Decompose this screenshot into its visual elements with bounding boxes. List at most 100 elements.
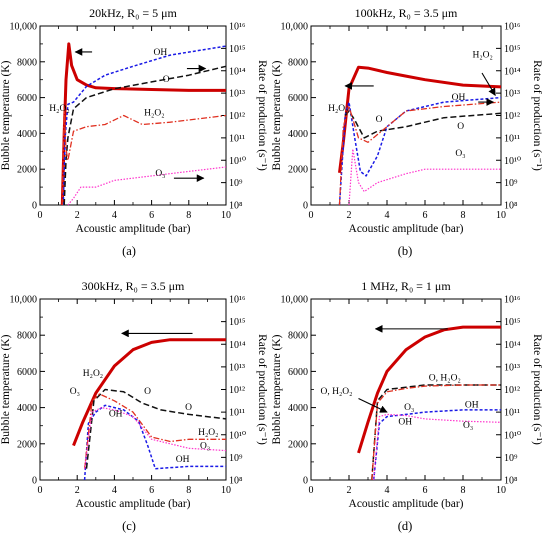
series-annotation: O₃ bbox=[200, 441, 210, 451]
y-left-tick-label: 4000 bbox=[288, 403, 308, 414]
series-line-h2o2 bbox=[371, 384, 501, 481]
y-right-tick-label: 10¹³ bbox=[229, 89, 245, 100]
y-right-tick-label: 10¹³ bbox=[229, 362, 245, 373]
y-right-tick-label: 10¹⁴ bbox=[229, 66, 246, 77]
series-line-temperature bbox=[338, 65, 502, 173]
plot-frame bbox=[39, 298, 227, 481]
series-annotation: OH bbox=[465, 401, 479, 411]
chart-panel: 20kHz, R₀ = 5 μm 0 2 4 6 8 10 0 2000 4000 6000 8000… bbox=[0, 6, 268, 258]
series-annotation: H₂O₂ bbox=[198, 428, 218, 438]
y-right-tick-label: 10¹⁰ bbox=[504, 430, 521, 441]
series-line-o3 bbox=[373, 413, 502, 481]
y-left-axis-label: Bubble temperature (K) bbox=[0, 60, 12, 170]
series-annotation: O₃ bbox=[455, 149, 465, 159]
x-tick-label: 10 bbox=[221, 210, 231, 221]
series-line-h2o2 bbox=[83, 393, 226, 469]
y-right-tick-label: 10¹¹ bbox=[229, 408, 245, 419]
panel-label: (a) bbox=[122, 244, 136, 258]
series-annotation: O₃ bbox=[70, 387, 80, 397]
axis-pointer-arrow bbox=[481, 72, 496, 97]
chart-panel: 100kHz, R₀ = 3.5 μm 0 2 4 6 8 10 0 2000 4000 6000 8… bbox=[271, 6, 543, 258]
series-line-o3 bbox=[67, 166, 227, 206]
x-tick-label: 6 bbox=[423, 210, 428, 221]
y-left-tick-label: 6000 bbox=[17, 93, 37, 104]
series-annotation: O bbox=[163, 75, 170, 85]
panel-label: (d) bbox=[398, 519, 413, 533]
series-annotation: O bbox=[457, 122, 464, 132]
y-right-axis-label: Rate of production (s⁻¹) bbox=[531, 334, 543, 445]
chart-panel: 300kHz, R₀ = 3.5 μm 0 2 4 6 8 10 0 2000 4000 6000 8… bbox=[0, 279, 268, 533]
y-right-tick-label: 10¹¹ bbox=[229, 133, 245, 144]
series-annotation: O₃ bbox=[463, 421, 473, 431]
x-tick-label: 2 bbox=[347, 210, 352, 221]
y-right-axis-label: Rate of production (s⁻¹) bbox=[256, 60, 268, 171]
axis-pointer-arrow bbox=[358, 398, 388, 413]
y-right-tick-label: 10⁹ bbox=[504, 178, 518, 189]
y-right-tick-label: 10¹⁰ bbox=[504, 156, 521, 167]
y-right-axis-label: Rate of production (s⁻¹) bbox=[256, 334, 268, 445]
series-line-temperature bbox=[72, 338, 226, 447]
y-left-tick-label: 4000 bbox=[17, 403, 37, 414]
y-left-tick-label: 0 bbox=[303, 201, 308, 212]
y-right-tick-label: 10¹¹ bbox=[504, 408, 520, 419]
y-left-tick-label: 10,000 bbox=[281, 22, 309, 33]
chart-panel: 1 MHz, R₀ = 1 μm 0 2 4 6 8 10 0 2000 4000 6000 8000… bbox=[271, 279, 543, 533]
series-annotation: H₂O₂ bbox=[83, 369, 103, 379]
y-right-tick-label: 10¹⁶ bbox=[229, 22, 246, 33]
x-tick-label: 4 bbox=[385, 485, 390, 496]
y-right-tick-label: 10⁸ bbox=[504, 476, 518, 487]
y-left-axis-label: Bubble temperature (K) bbox=[271, 334, 283, 444]
y-left-tick-label: 6000 bbox=[288, 367, 308, 378]
x-axis-label: Acoustic amplitude (bar) bbox=[349, 223, 464, 235]
series-annotation: OH bbox=[176, 455, 190, 465]
series-annotation: OH bbox=[452, 93, 466, 103]
series-annotation: H₂O₂ bbox=[144, 109, 164, 119]
y-right-tick-label: 10¹² bbox=[504, 111, 520, 122]
x-tick-label: 4 bbox=[112, 210, 117, 221]
y-right-tick-label: 10⁹ bbox=[229, 453, 243, 464]
series-annotation: O₃ bbox=[404, 403, 414, 413]
x-tick-label: 0 bbox=[309, 210, 314, 221]
series-line-o3 bbox=[84, 407, 227, 469]
series-annotation: OH bbox=[109, 410, 123, 420]
y-right-tick-label: 10¹⁴ bbox=[229, 340, 246, 351]
y-right-tick-label: 10⁹ bbox=[504, 453, 518, 464]
y-left-tick-label: 8000 bbox=[17, 331, 37, 342]
series-line-oh bbox=[83, 404, 226, 481]
y-left-tick-label: 8000 bbox=[17, 57, 37, 68]
series-line-temperature bbox=[60, 42, 226, 206]
series-line-h2o2 bbox=[61, 108, 227, 206]
y-right-tick-label: 10¹⁴ bbox=[504, 66, 521, 77]
y-right-tick-label: 10¹⁴ bbox=[504, 340, 521, 351]
panel-title: 300kHz, R₀ = 3.5 μm bbox=[82, 279, 185, 293]
y-right-tick-label: 10¹⁵ bbox=[504, 44, 520, 55]
y-right-tick-label: 10¹² bbox=[229, 111, 245, 122]
y-right-tick-label: 10⁸ bbox=[229, 476, 243, 487]
series-line-oh bbox=[338, 96, 502, 206]
x-tick-label: 8 bbox=[461, 485, 466, 496]
panel-label: (c) bbox=[122, 519, 136, 533]
y-right-tick-label: 10¹⁶ bbox=[504, 22, 521, 33]
y-left-tick-label: 4000 bbox=[17, 129, 37, 140]
panel-label: (b) bbox=[398, 244, 413, 258]
y-left-tick-label: 2000 bbox=[17, 165, 37, 176]
y-left-tick-label: 0 bbox=[303, 476, 308, 487]
x-axis-label: Acoustic amplitude (bar) bbox=[76, 498, 191, 510]
y-left-tick-label: 4000 bbox=[288, 129, 308, 140]
x-tick-label: 0 bbox=[38, 485, 43, 496]
y-left-tick-label: 2000 bbox=[288, 439, 308, 450]
series-line-o bbox=[85, 388, 227, 469]
x-tick-label: 6 bbox=[423, 485, 428, 496]
y-left-tick-label: 2000 bbox=[17, 439, 37, 450]
x-tick-label: 0 bbox=[38, 210, 43, 221]
x-tick-label: 4 bbox=[385, 210, 390, 221]
y-right-tick-label: 10⁹ bbox=[229, 178, 243, 189]
series-annotation: OH bbox=[153, 48, 167, 58]
y-right-tick-label: 10¹⁵ bbox=[229, 317, 245, 328]
y-right-axis-label: Rate of production (s⁻¹) bbox=[531, 60, 543, 171]
y-left-tick-label: 6000 bbox=[17, 367, 37, 378]
y-right-tick-label: 10¹⁶ bbox=[229, 295, 246, 306]
x-tick-label: 10 bbox=[221, 485, 231, 496]
x-axis-label: Acoustic amplitude (bar) bbox=[76, 223, 191, 235]
